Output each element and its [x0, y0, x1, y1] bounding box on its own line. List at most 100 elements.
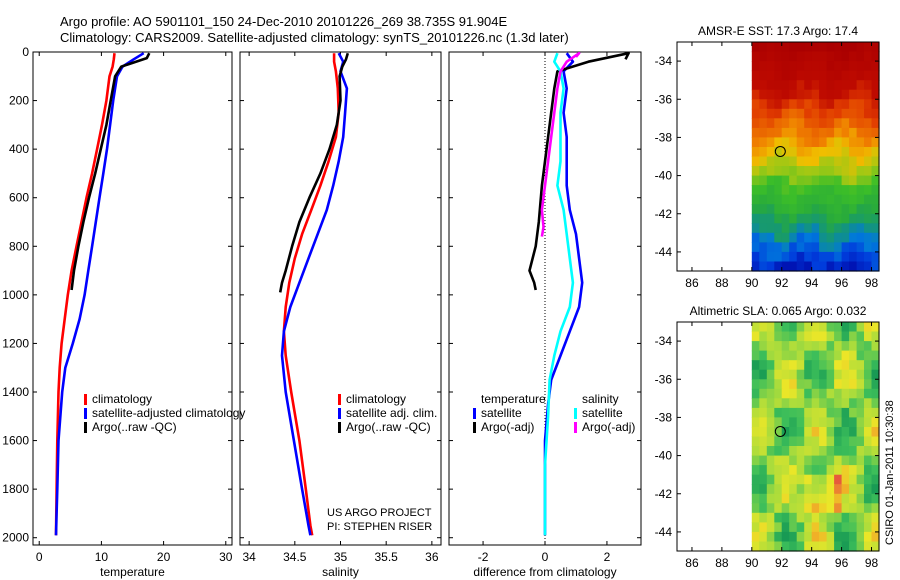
series-line-climatology [54, 53, 116, 536]
y-tick-label: -40 [655, 449, 673, 463]
heatmap-cell [789, 137, 798, 148]
heatmap-cell [826, 89, 835, 100]
heatmap-cell [826, 175, 835, 186]
heatmap-cell [811, 407, 820, 418]
heatmap-cell [856, 261, 865, 272]
heatmap-cell [796, 446, 805, 457]
heatmap-cell [796, 503, 805, 514]
heatmap-cell [781, 194, 790, 205]
heatmap-cell [811, 350, 820, 361]
heatmap-cell [804, 474, 813, 485]
heatmap-cell [834, 531, 843, 542]
heatmap-cell [871, 194, 880, 205]
heatmap-cell [759, 213, 768, 224]
heatmap-cell [871, 223, 880, 234]
heatmap-cell [804, 175, 813, 186]
heatmap-cell [789, 522, 798, 533]
heatmap-cell [774, 99, 783, 110]
heatmap-cell [774, 474, 783, 485]
heatmap-cell [789, 261, 798, 272]
heatmap-cell [751, 89, 760, 100]
axes-frame [32, 51, 233, 546]
heatmap-cell [841, 194, 850, 205]
heatmap-cell [751, 522, 760, 533]
heatmap-cell [871, 474, 880, 485]
heatmap-cell [766, 166, 775, 177]
heatmap-cell [856, 360, 865, 371]
heatmap-cell [804, 80, 813, 91]
y-tick-label: -42 [655, 487, 673, 501]
legend-swatch [338, 394, 341, 405]
heatmap-cell [849, 322, 858, 333]
heatmap-cell [796, 350, 805, 361]
heatmap-cell [796, 213, 805, 224]
heatmap-cell [834, 541, 843, 552]
heatmap-cell [759, 503, 768, 514]
heatmap-cell [819, 369, 828, 380]
legend-item: Argo(-adj) [481, 420, 534, 434]
legend-swatch [574, 422, 577, 433]
heatmap-cell [826, 61, 835, 72]
heatmap-cell [826, 127, 835, 138]
series-line-climatology [282, 53, 341, 536]
heatmap-cell [766, 417, 775, 428]
heatmap-cell [811, 455, 820, 466]
heatmap-cell [751, 407, 760, 418]
heatmap-cell [781, 99, 790, 110]
heatmap-cell [834, 322, 843, 333]
heatmap-cell [834, 455, 843, 466]
heatmap-cell [864, 493, 873, 504]
heatmap-cell [796, 341, 805, 352]
heatmap-cell [864, 80, 873, 91]
heatmap-cell [826, 417, 835, 428]
heatmap-cell [871, 70, 880, 81]
heatmap-cell [804, 232, 813, 243]
heatmap-cell [796, 322, 805, 333]
y-tick-label: -42 [655, 207, 673, 221]
heatmap-cell [751, 350, 760, 361]
heatmap-cell [796, 118, 805, 129]
heatmap-cell [766, 156, 775, 167]
figure-title-line2: Climatology: CARS2009. Satellite-adjuste… [60, 30, 569, 45]
series-line-satellite-adj-clim- [280, 52, 349, 536]
heatmap-cell [774, 156, 783, 167]
heatmap-cell [849, 70, 858, 81]
x-tick-label: 0 [542, 550, 549, 564]
heatmap-cell [826, 242, 835, 253]
heatmap-cell [834, 493, 843, 504]
heatmap-cell [751, 118, 760, 129]
heatmap-cell [774, 407, 783, 418]
heatmap-cell [774, 446, 783, 457]
heatmap-cell [789, 51, 798, 62]
heatmap-cell [819, 484, 828, 495]
legend-heading: temperature [481, 392, 546, 406]
heatmap-cell [834, 51, 843, 62]
heatmap-cell [834, 369, 843, 380]
heatmap-cell [774, 127, 783, 138]
heatmap-cell [796, 388, 805, 399]
x-tick-label: 35 [334, 550, 348, 564]
heatmap-cell [841, 455, 850, 466]
heatmap-cell [811, 51, 820, 62]
x-tick-label: 98 [865, 556, 879, 570]
heatmap-cell [849, 213, 858, 224]
heatmap-cell [781, 213, 790, 224]
heatmap-cell [759, 70, 768, 81]
heatmap-cell [811, 261, 820, 272]
heatmap-cell [834, 388, 843, 399]
heatmap-cell [781, 118, 790, 129]
heatmap-cell [751, 369, 760, 380]
heatmap-cell [789, 331, 798, 342]
heatmap-cell [849, 474, 858, 485]
heatmap-cell [849, 379, 858, 390]
heatmap-cell [796, 484, 805, 495]
heatmap-cell [841, 89, 850, 100]
heatmap-cell [751, 204, 760, 215]
heatmap-cell [864, 331, 873, 342]
heatmap-cell [759, 137, 768, 148]
heatmap-cell [759, 436, 768, 447]
heatmap-cell [856, 388, 865, 399]
heatmap-cell [841, 166, 850, 177]
heatmap-cell [841, 223, 850, 234]
heatmap-cell [796, 89, 805, 100]
